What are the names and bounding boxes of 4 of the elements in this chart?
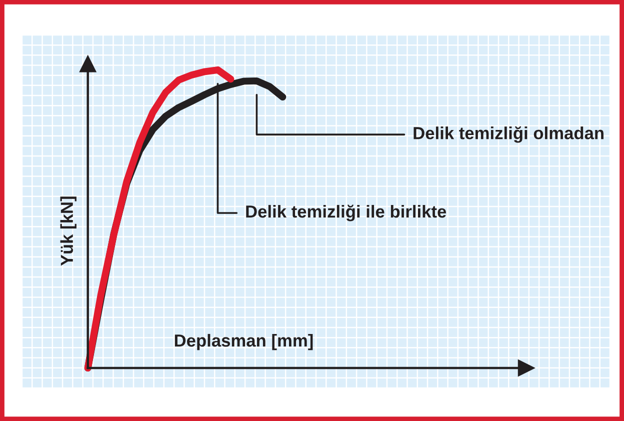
text: Delik temizliği ile birlikte (246, 204, 446, 222)
x-axis-title: Deplasman [mm] (174, 334, 313, 350)
y-axis-title: Yük [kN] (60, 196, 76, 266)
text: Delik temizliği olmadan (414, 126, 604, 143)
